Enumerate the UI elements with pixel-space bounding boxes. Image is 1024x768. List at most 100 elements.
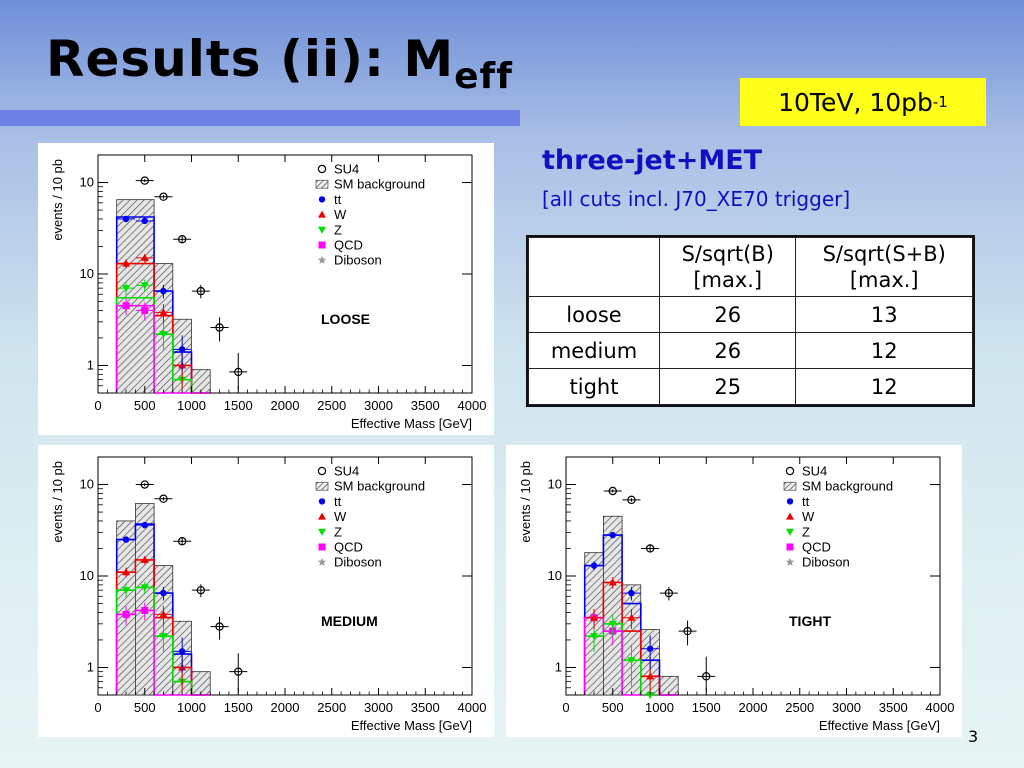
legend-label: QCD bbox=[334, 540, 363, 555]
su4-point bbox=[159, 494, 168, 503]
legend-marker-diboson bbox=[317, 255, 327, 264]
legend-marker-z bbox=[318, 226, 326, 234]
selection-label: LOOSE bbox=[321, 311, 370, 327]
title-main: Results (ii): M bbox=[46, 30, 455, 88]
tight-meff-plot: 05001000150020002500300035004000110102Ef… bbox=[506, 445, 962, 737]
x-tick-label: 1000 bbox=[177, 398, 206, 413]
tt-point bbox=[160, 589, 167, 597]
row-label: medium bbox=[528, 332, 660, 369]
tt-point bbox=[646, 645, 654, 652]
z-point bbox=[159, 633, 168, 641]
row-label: tight bbox=[528, 368, 660, 405]
z-point bbox=[122, 285, 131, 293]
x-tick-label: 2000 bbox=[271, 700, 300, 715]
header-sb-line1: S/sqrt(B) bbox=[681, 242, 774, 266]
title-subscript: eff bbox=[454, 56, 513, 97]
legend-marker-tt bbox=[786, 498, 794, 505]
legend-marker-w bbox=[318, 210, 326, 218]
legend-label: W bbox=[334, 509, 347, 524]
x-axis-label: Effective Mass [GeV] bbox=[819, 718, 940, 733]
x-tick-label: 4000 bbox=[458, 700, 487, 715]
legend-marker-z bbox=[318, 528, 326, 536]
header-ssb-line2: [max.] bbox=[849, 268, 919, 292]
x-tick-label: 500 bbox=[134, 398, 156, 413]
su4-point bbox=[196, 585, 206, 595]
y-axis-label: events / 10 pb bbox=[50, 461, 65, 543]
x-tick-label: 3000 bbox=[364, 700, 393, 715]
table-header-ssb: S/sqrt(S+B) [max.] bbox=[795, 237, 973, 297]
selection-label: TIGHT bbox=[789, 613, 831, 629]
y-tick-label: 10 bbox=[80, 175, 94, 190]
legend-marker-diboson bbox=[317, 557, 327, 566]
y-tick-label: 10 bbox=[80, 568, 94, 583]
legend-marker-su4 bbox=[317, 466, 327, 476]
w-point bbox=[608, 578, 617, 586]
badge-text: 10TeV, 10pb bbox=[778, 87, 933, 117]
legend-label: W bbox=[334, 207, 347, 222]
legend-marker-tt bbox=[318, 498, 326, 505]
energy-luminosity-badge: 10TeV, 10pb -1 bbox=[740, 78, 986, 126]
legend-marker-su4 bbox=[317, 164, 327, 174]
legend-label: Z bbox=[334, 524, 342, 539]
legend-label: tt bbox=[334, 192, 342, 207]
table-header-empty bbox=[528, 237, 660, 297]
selection-note: [all cuts incl. J70_XE70 trigger] bbox=[542, 187, 851, 211]
legend-label: Z bbox=[334, 222, 342, 237]
w-point bbox=[159, 308, 168, 316]
title-underline-bar bbox=[0, 110, 520, 126]
su4-point bbox=[702, 672, 711, 681]
x-tick-label: 2500 bbox=[785, 700, 814, 715]
su4-point bbox=[159, 192, 168, 201]
qcd-point bbox=[122, 302, 130, 310]
sm-background-bar bbox=[603, 515, 623, 696]
legend-marker-diboson bbox=[785, 557, 795, 566]
w-point bbox=[140, 555, 149, 563]
x-tick-label: 3500 bbox=[411, 700, 440, 715]
row-ssb-value: 12 bbox=[795, 332, 973, 369]
legend-label: SM background bbox=[334, 177, 425, 192]
legend-label: QCD bbox=[334, 238, 363, 253]
qcd-point bbox=[141, 606, 149, 614]
badge-superscript: -1 bbox=[932, 93, 948, 111]
loose-meff-plot: 05001000150020002500300035004000110102Ef… bbox=[38, 143, 494, 435]
medium-meff-plot: 05001000150020002500300035004000110102Ef… bbox=[38, 445, 494, 737]
x-tick-label: 1500 bbox=[692, 700, 721, 715]
x-tick-label: 1000 bbox=[645, 700, 674, 715]
legend-label: W bbox=[802, 509, 815, 524]
tt-point bbox=[178, 346, 186, 353]
su4-point bbox=[683, 626, 692, 636]
y-tick-label: 10 bbox=[80, 477, 94, 492]
table-row: medium 26 12 bbox=[528, 332, 973, 369]
tt-point bbox=[141, 217, 148, 225]
su4-point bbox=[608, 486, 617, 496]
x-tick-label: 500 bbox=[602, 700, 624, 715]
legend-marker-qcd bbox=[786, 543, 794, 551]
legend-label: SM background bbox=[802, 479, 893, 494]
legend-label: Diboson bbox=[802, 555, 850, 570]
legend-marker-w bbox=[318, 512, 326, 520]
tt-point bbox=[160, 287, 167, 295]
su4-point bbox=[215, 323, 224, 332]
legend-label: tt bbox=[334, 494, 342, 509]
legend-marker-sm-background bbox=[783, 481, 797, 491]
row-ssb-value: 12 bbox=[795, 368, 973, 405]
legend-label: SU4 bbox=[334, 464, 359, 479]
z-point bbox=[140, 282, 149, 290]
su4-point bbox=[645, 544, 655, 553]
su4-point bbox=[215, 622, 224, 631]
y-axis-label: events / 10 pb bbox=[50, 159, 65, 241]
row-ssb-value: 13 bbox=[795, 296, 973, 333]
legend-label: SU4 bbox=[334, 162, 359, 177]
su4-point bbox=[140, 176, 149, 185]
page-number: 3 bbox=[968, 727, 979, 746]
table-header-sb: S/sqrt(B) [max.] bbox=[658, 237, 797, 297]
legend-marker-w bbox=[786, 512, 794, 520]
su4-point bbox=[196, 286, 206, 296]
w-point bbox=[159, 610, 168, 618]
selection-label: MEDIUM bbox=[321, 613, 378, 629]
x-tick-label: 2000 bbox=[271, 398, 300, 413]
legend-label: Diboson bbox=[334, 555, 382, 570]
tt-point bbox=[122, 536, 130, 543]
sm-background-bar bbox=[116, 199, 155, 394]
row-sb-value: 25 bbox=[658, 368, 797, 405]
